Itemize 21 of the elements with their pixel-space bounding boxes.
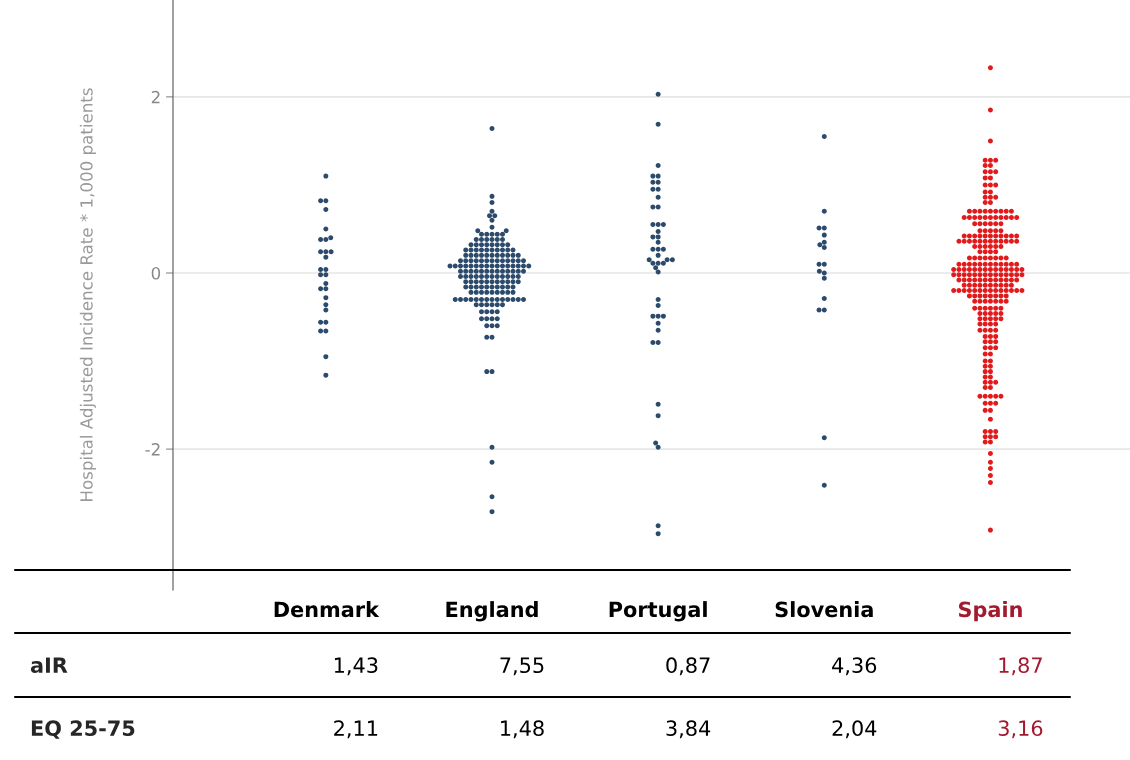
text: 7,55 [500, 657, 544, 676]
text: 2,04 [832, 720, 877, 739]
text: 2,11 [334, 720, 378, 739]
x-tick-label: Spain [958, 601, 1022, 622]
text: aIR [30, 657, 68, 674]
text: 3,84 [666, 720, 711, 739]
x-tick-label: England [446, 601, 538, 622]
text: EQ 25-75 [31, 720, 135, 739]
x-tick-label: Denmark [274, 601, 380, 618]
x-tick-label: Portugal [609, 601, 707, 622]
text: 3,16 [998, 720, 1043, 739]
y-tick-label: 2 [151, 90, 160, 104]
y-tick-label: -2 [145, 443, 160, 456]
text: 1,87 [999, 657, 1042, 676]
text: 1,48 [501, 720, 544, 739]
text: 1,43 [334, 657, 378, 676]
y-tick-label: 0 [151, 266, 161, 280]
text: 4,36 [832, 657, 877, 676]
text: 0,87 [666, 657, 710, 676]
y-axis-title: Hospital Adjusted Incidence Rate * 1,000 patients [79, 88, 96, 501]
x-tick-label: Slovenia [775, 601, 873, 618]
